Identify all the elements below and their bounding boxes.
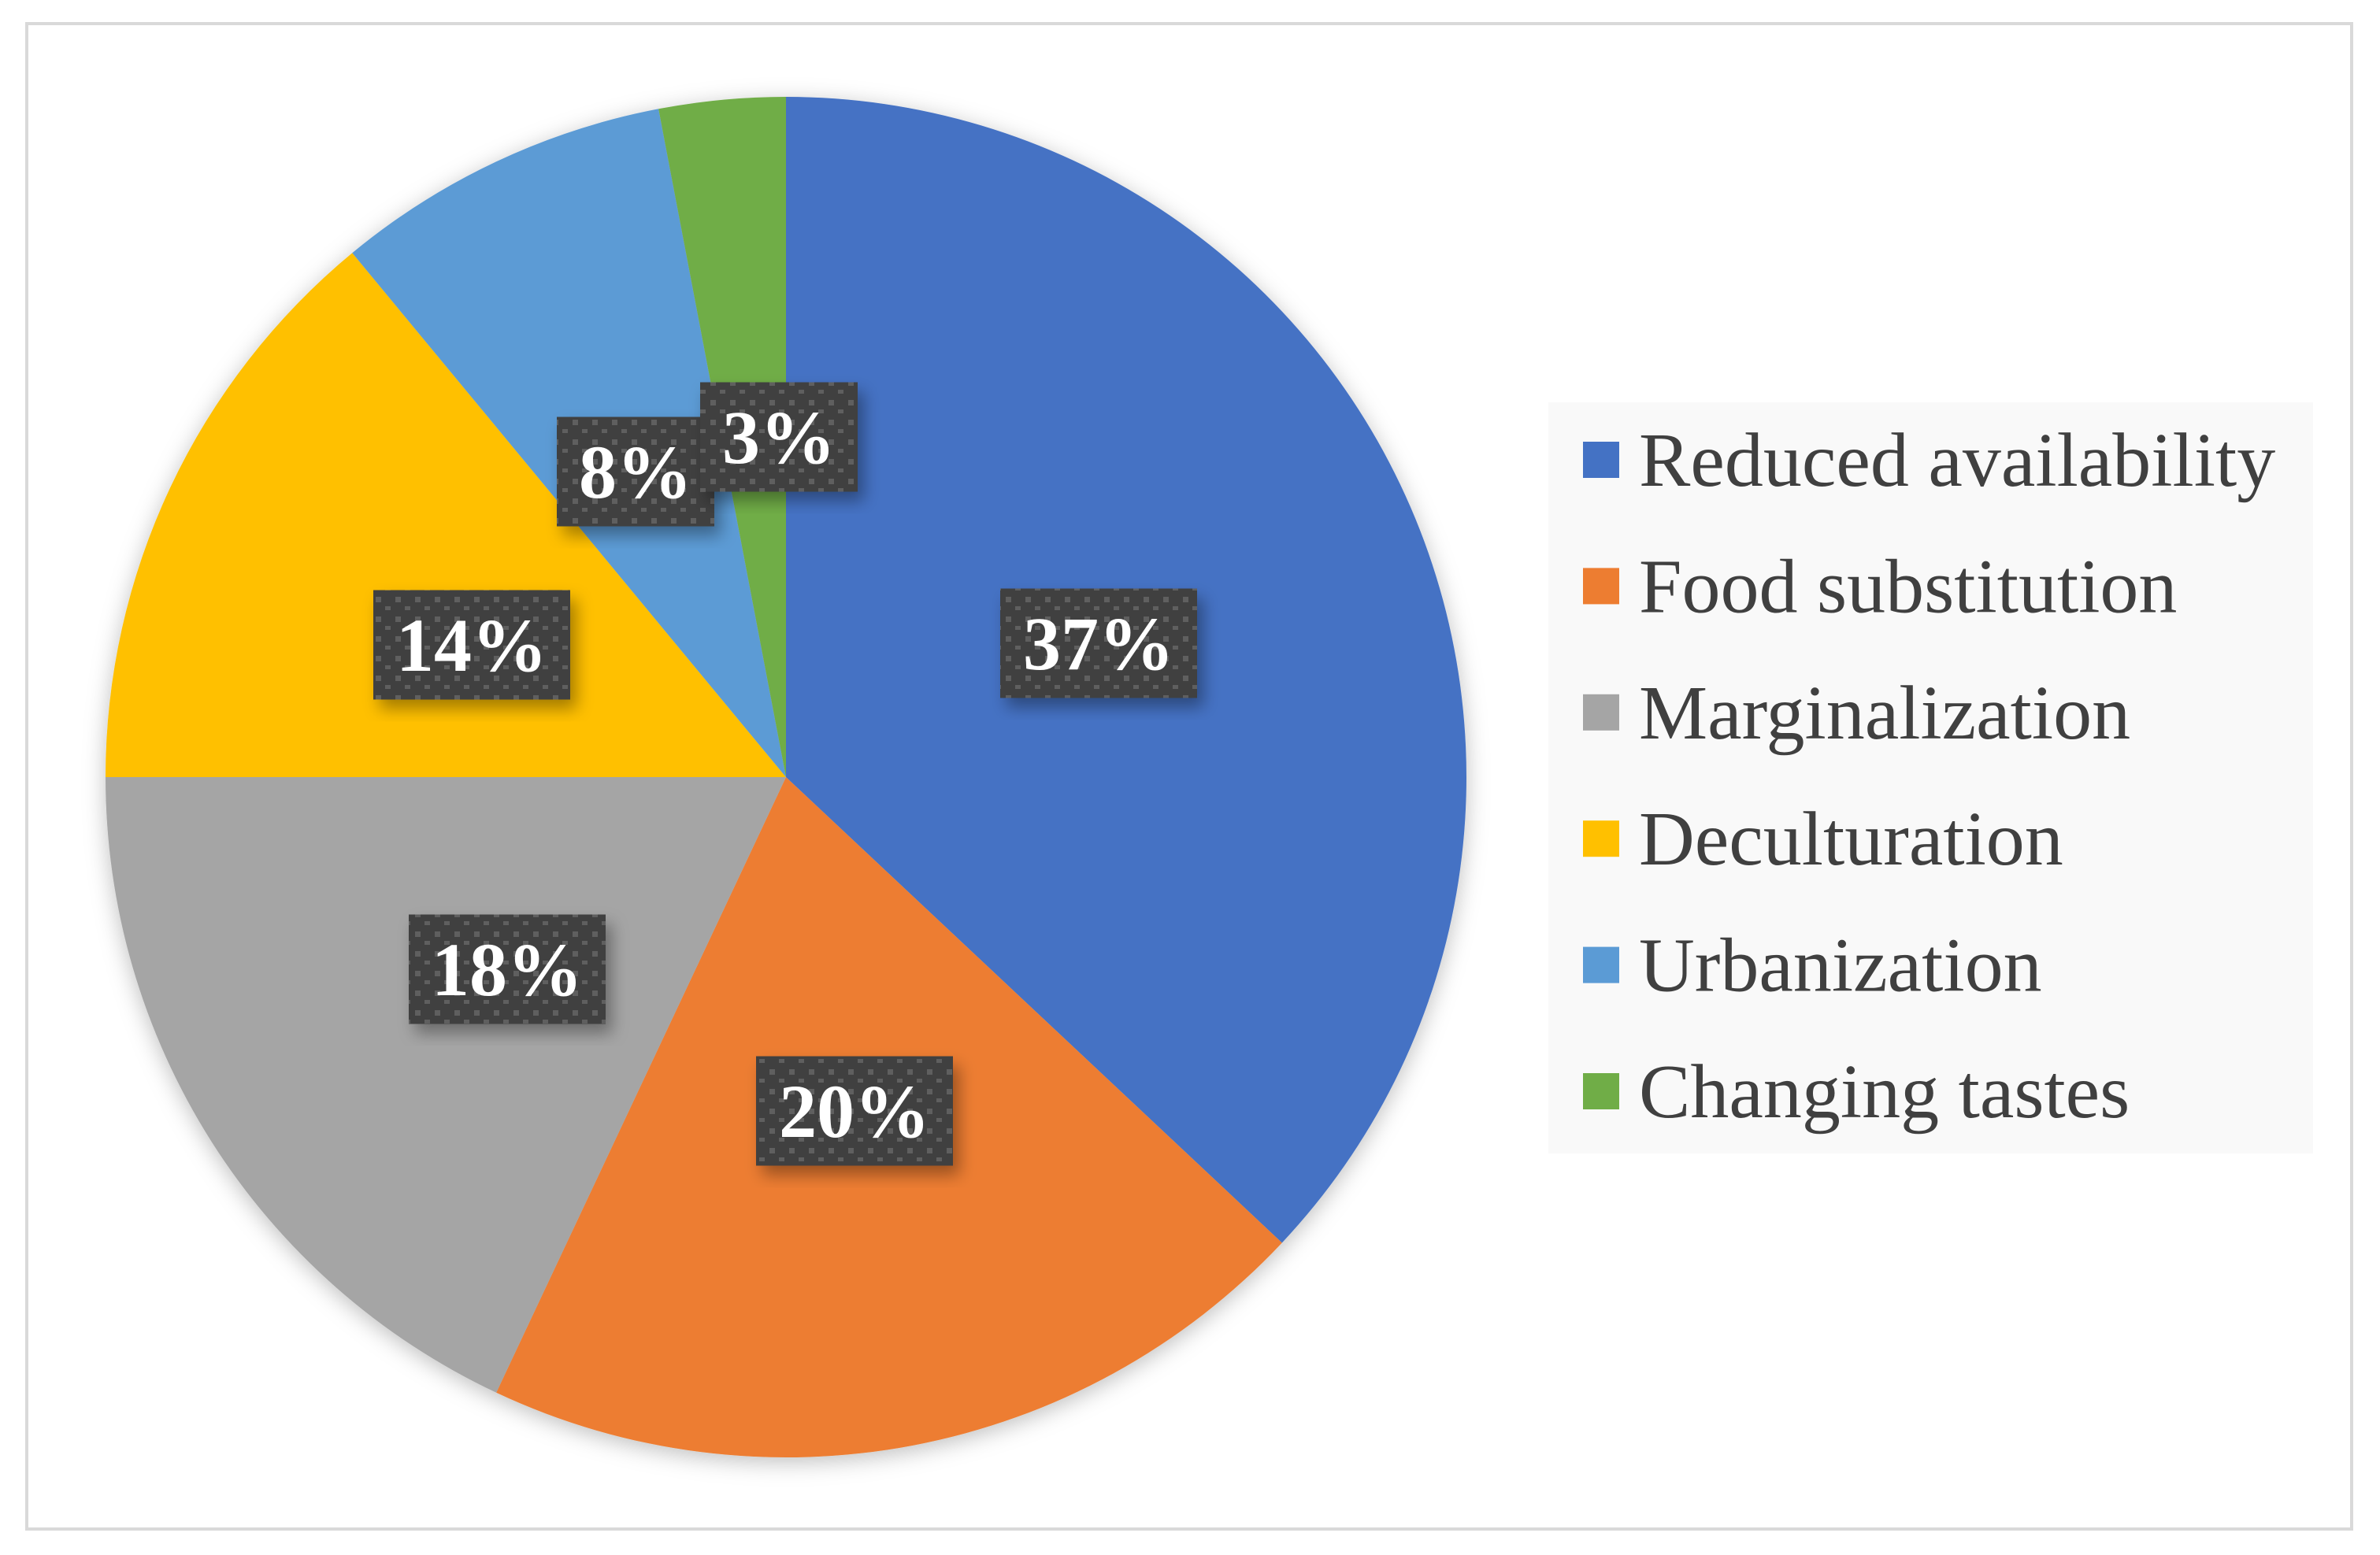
legend-swatch xyxy=(1583,442,1619,478)
data-label: 20% xyxy=(756,1056,953,1166)
legend-label: Food substitution xyxy=(1639,544,2177,629)
legend-swatch xyxy=(1583,694,1619,731)
data-label-box xyxy=(756,1056,953,1166)
legend: Reduced availability Food substitution Mar… xyxy=(1583,418,2275,1135)
pie-slices xyxy=(106,97,1466,1457)
legend-label: Reduced availability xyxy=(1639,418,2275,503)
legend-item: Urbanization xyxy=(1583,924,2042,1009)
data-label-box xyxy=(557,417,714,527)
legend-swatch xyxy=(1583,946,1619,983)
data-label-box xyxy=(1000,588,1197,698)
data-label: 18% xyxy=(409,914,606,1024)
legend-label: Marginalization xyxy=(1639,671,2130,756)
legend-label: Changing tastes xyxy=(1639,1050,2130,1135)
data-label: 3% xyxy=(700,382,858,492)
legend-item: Food substitution xyxy=(1583,544,2177,629)
legend-item: Marginalization xyxy=(1583,671,2130,756)
legend-item: Deculturation xyxy=(1583,797,2063,882)
data-labels: 37% 20% 18% 14% 8% 3% xyxy=(373,382,1197,1166)
data-label-box xyxy=(700,382,858,492)
pie-slice-deculturation xyxy=(106,253,786,777)
data-label: 14% xyxy=(373,590,570,700)
data-label: 37% xyxy=(1000,588,1197,698)
legend-swatch xyxy=(1583,568,1619,605)
data-label-text: 18% xyxy=(432,927,583,1012)
legend-item: Changing tastes xyxy=(1583,1050,2130,1135)
legend-swatch xyxy=(1583,820,1619,857)
legend-box xyxy=(1548,402,2313,1153)
data-label-box xyxy=(373,590,570,700)
data-label-text: 14% xyxy=(396,603,547,687)
legend-item: Reduced availability xyxy=(1583,418,2275,503)
pie-slice-marginalization xyxy=(106,777,786,1393)
data-label-text: 37% xyxy=(1023,602,1174,686)
legend-label: Urbanization xyxy=(1639,924,2042,1009)
data-label-box xyxy=(409,914,606,1024)
legend-label: Deculturation xyxy=(1639,797,2063,882)
data-label-text: 8% xyxy=(579,430,692,514)
data-label: 8% xyxy=(557,417,714,527)
legend-swatch xyxy=(1583,1073,1619,1109)
data-label-text: 3% xyxy=(722,395,836,479)
data-label-text: 20% xyxy=(779,1069,930,1153)
